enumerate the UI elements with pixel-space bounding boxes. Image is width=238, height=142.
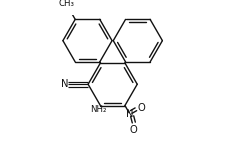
Text: O: O <box>130 125 138 135</box>
Text: O: O <box>137 103 145 113</box>
Text: N: N <box>126 109 134 119</box>
Text: N: N <box>61 79 68 89</box>
Text: CH₃: CH₃ <box>58 0 74 8</box>
Text: NH₂: NH₂ <box>90 105 106 114</box>
